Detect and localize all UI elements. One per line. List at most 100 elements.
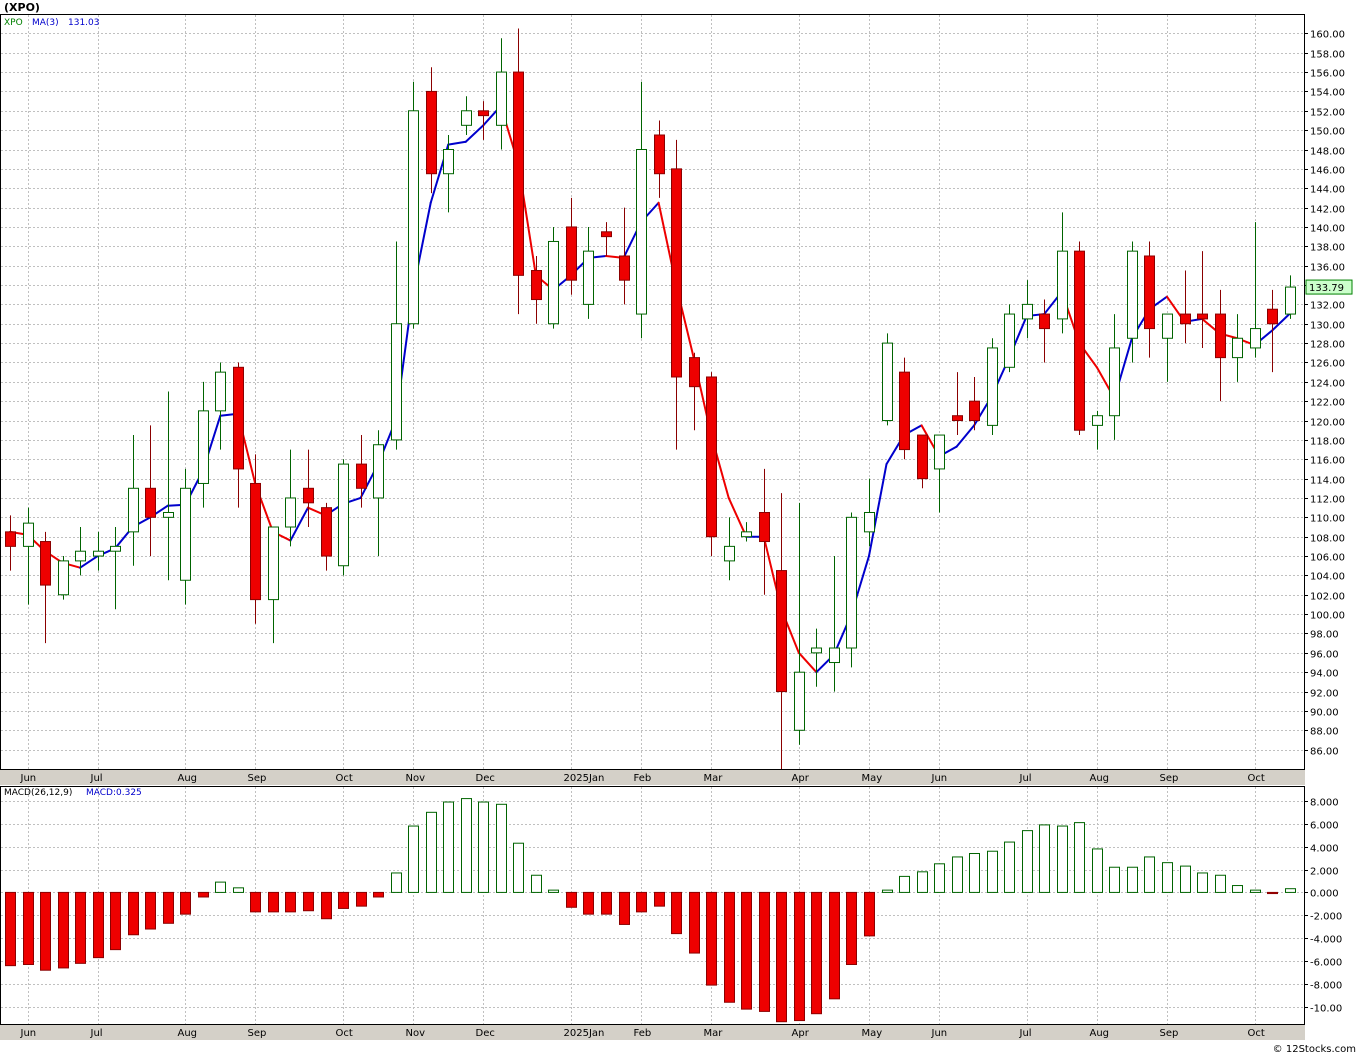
candle xyxy=(391,241,402,450)
price-tick-label: 96.00 xyxy=(1310,650,1339,661)
macd-bar xyxy=(268,891,279,913)
candle xyxy=(969,376,980,431)
candle-body xyxy=(338,463,349,567)
macd-bar xyxy=(882,889,893,893)
candle xyxy=(794,502,805,745)
x-axis-label: Sep xyxy=(1160,773,1179,784)
macd-bar xyxy=(391,872,402,893)
x-axis-label: Dec xyxy=(476,773,495,784)
candle-body xyxy=(566,226,577,281)
price-tick-label: 118.00 xyxy=(1310,437,1345,448)
macd-tick-label: -10.00 xyxy=(1310,1004,1342,1015)
candle-body xyxy=(110,545,121,552)
candle xyxy=(601,222,612,256)
x-axis-label: Apr xyxy=(792,1028,810,1039)
macd-bar xyxy=(1267,891,1278,895)
x-axis-label: Oct xyxy=(1248,1028,1265,1039)
candle xyxy=(671,139,682,450)
candle xyxy=(496,38,507,150)
candle xyxy=(882,333,893,426)
price-panel: 86.00 88.00 90.00 92.00 94.00 96.00 98.00 100.0… xyxy=(0,1,1353,770)
legend-ma-value: 131.03 xyxy=(68,18,100,28)
x-axis-label: Aug xyxy=(178,773,198,784)
x-axis-label: 2025Jan xyxy=(564,773,605,784)
x-axis-label: Aug xyxy=(178,1028,198,1039)
candle xyxy=(1057,212,1068,334)
candle-body xyxy=(829,647,840,664)
candle-body xyxy=(1004,313,1015,368)
candle xyxy=(250,454,261,624)
price-tick-label: 112.00 xyxy=(1310,495,1345,506)
macd-bar xyxy=(513,842,524,893)
x-axis-label: Feb xyxy=(634,1028,652,1039)
macd-histogram xyxy=(5,798,1296,1023)
ma3-segment xyxy=(867,463,888,558)
macd-bar xyxy=(110,891,121,951)
candle xyxy=(1250,222,1261,358)
candle-body xyxy=(75,550,86,562)
macd-bar xyxy=(969,853,980,893)
price-tick-label: 86.00 xyxy=(1310,747,1339,758)
candle xyxy=(443,134,454,213)
macd-tick-label: 0.000 xyxy=(1310,889,1339,900)
candle-body xyxy=(426,90,437,175)
candle-body xyxy=(1232,337,1243,359)
x-axis-label: Sep xyxy=(248,773,267,784)
candle-body xyxy=(1074,250,1085,431)
x-axis-label: Feb xyxy=(634,773,652,784)
candle xyxy=(75,527,86,576)
macd-bar xyxy=(794,891,805,1022)
price-tick-label: 116.00 xyxy=(1310,456,1345,467)
candle xyxy=(285,449,296,547)
macd-tick-label: -2.000 xyxy=(1310,912,1342,923)
macd-bar xyxy=(338,891,349,909)
price-tick-label: 88.00 xyxy=(1310,727,1339,738)
macd-bar xyxy=(478,801,489,893)
candle-body xyxy=(811,647,822,654)
macd-bar xyxy=(1162,862,1173,893)
price-tick-label: 160.00 xyxy=(1310,30,1345,41)
candle xyxy=(1215,289,1226,402)
price-tick-label: 154.00 xyxy=(1310,88,1345,99)
candle xyxy=(811,628,822,687)
macd-bar xyxy=(163,891,174,924)
candle-body xyxy=(1039,313,1050,330)
macd-bar xyxy=(321,891,332,920)
candle-body xyxy=(952,415,963,422)
candle-body xyxy=(1057,250,1068,320)
macd-label: MACD(26,12,9) xyxy=(4,788,72,798)
candle-body xyxy=(1144,255,1155,330)
macd-tick-label: 4.000 xyxy=(1310,844,1339,855)
price-tick-label: 108.00 xyxy=(1310,534,1345,545)
macd-tick-label: -8.000 xyxy=(1310,981,1342,992)
candle xyxy=(163,391,174,581)
candle-body xyxy=(1250,328,1261,349)
x-axis-label: Oct xyxy=(336,1028,353,1039)
macd-bar xyxy=(40,891,51,971)
x-axis-label: Sep xyxy=(248,1028,267,1039)
candle xyxy=(5,515,16,571)
candle-body xyxy=(654,134,665,175)
price-x-axis: Jun Jul Aug Sep Oct Nov Dec 2025Jan Feb Mar Apr May… xyxy=(0,770,1305,785)
macd-bar xyxy=(408,825,419,893)
macd-bar xyxy=(1180,865,1191,893)
ma3-segment xyxy=(797,651,818,674)
macd-bar xyxy=(1215,874,1226,893)
candle xyxy=(1197,251,1208,348)
macd-panel-frame xyxy=(0,786,1305,1025)
candle xyxy=(636,81,647,339)
ma3-segment xyxy=(289,506,310,542)
candle-body xyxy=(1285,286,1296,315)
candle xyxy=(864,478,875,547)
candle xyxy=(321,502,332,571)
candle xyxy=(917,434,928,489)
candle-body xyxy=(724,545,735,562)
x-axis-label: 2025Jan xyxy=(564,1028,605,1039)
macd-bar xyxy=(1109,866,1120,893)
macd-bar xyxy=(356,891,367,907)
last-price-value: 133.79 xyxy=(1309,283,1344,294)
macd-bar xyxy=(215,881,226,893)
candle xyxy=(531,255,542,324)
candle-body xyxy=(987,347,998,426)
